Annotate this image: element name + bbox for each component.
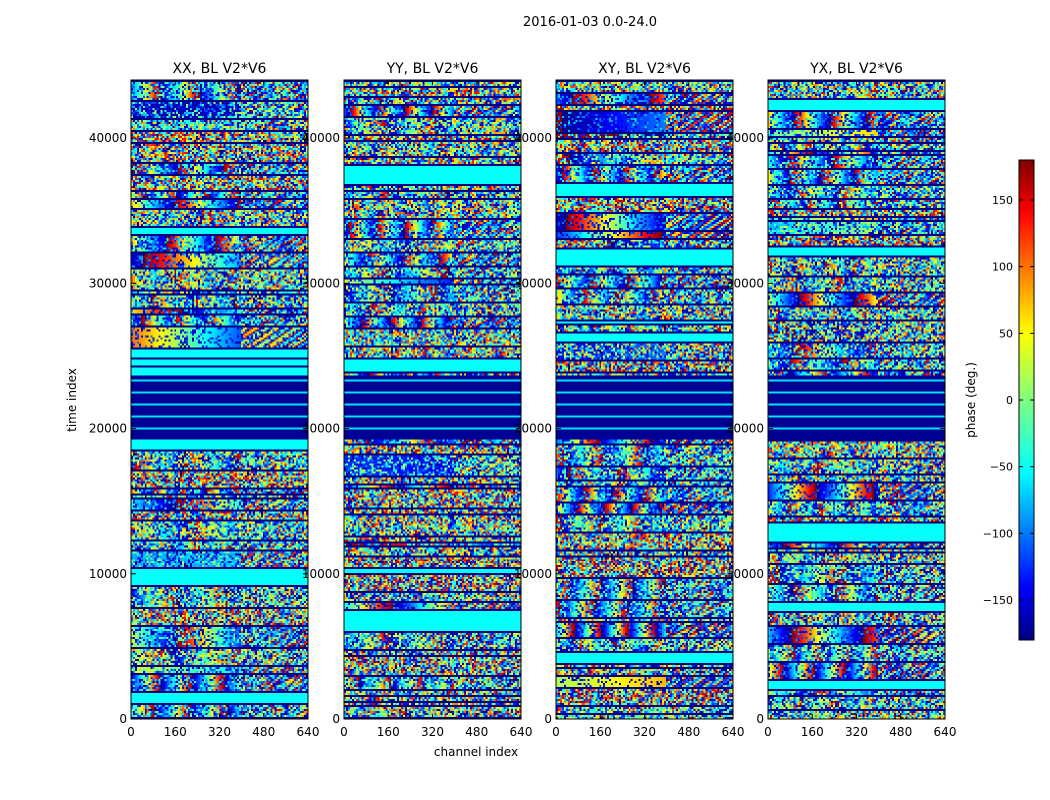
x-axis-label: channel index bbox=[434, 745, 518, 759]
y-tick-label: 20000 bbox=[726, 422, 764, 436]
panel-title: YY, BL V2*V6 bbox=[386, 61, 479, 77]
x-tick-label: 160 bbox=[801, 725, 824, 739]
x-tick-label: 160 bbox=[377, 725, 400, 739]
y-tick-label: 30000 bbox=[302, 276, 340, 290]
y-tick-label: 10000 bbox=[726, 567, 764, 581]
colorbar-tick-label: −50 bbox=[990, 461, 1013, 474]
x-tick-label: 640 bbox=[510, 725, 533, 739]
colorbar-ticks: 150 100 50 0 −50 −100 −150 bbox=[983, 194, 1034, 607]
y-tick-label: 20000 bbox=[89, 422, 127, 436]
y-tick-label: 10000 bbox=[514, 567, 552, 581]
y-tick-label: 30000 bbox=[726, 276, 764, 290]
heatmap-image bbox=[344, 80, 521, 719]
y-tick-label: 0 bbox=[544, 712, 552, 726]
x-tick-label: 0 bbox=[127, 725, 135, 739]
panel-3: XY, BL V2*V6 0 160 320 480 640 0 10000 20000 3000… bbox=[514, 61, 745, 739]
y-tick-label: 40000 bbox=[726, 131, 764, 145]
heatmap-image bbox=[131, 80, 308, 719]
colorbar-tick-label: −150 bbox=[983, 594, 1013, 607]
heatmap-panels: XX, BL V2*V6 0 160 320 480 640 0 10000 20000 3000… bbox=[89, 61, 957, 739]
x-tick-label: 320 bbox=[421, 725, 444, 739]
colorbar-label: phase (deg.) bbox=[964, 362, 978, 438]
x-tick-label: 0 bbox=[764, 725, 772, 739]
colorbar-tick-label: 150 bbox=[992, 194, 1013, 207]
x-tick-label: 480 bbox=[252, 725, 275, 739]
colorbar-tick-label: 50 bbox=[999, 327, 1013, 340]
x-tick-label: 480 bbox=[465, 725, 488, 739]
panel-title: XX, BL V2*V6 bbox=[173, 61, 267, 77]
y-tick-label: 40000 bbox=[302, 131, 340, 145]
panel-title: XY, BL V2*V6 bbox=[598, 61, 691, 77]
panel-4: YX, BL V2*V6 0 160 320 480 640 0 10000 20000 3000… bbox=[726, 61, 957, 739]
colorbar-tick-label: 0 bbox=[1006, 394, 1013, 407]
y-tick-label: 10000 bbox=[89, 567, 127, 581]
panel-1: XX, BL V2*V6 0 160 320 480 640 0 10000 20000 3000… bbox=[89, 61, 320, 739]
y-tick-label: 0 bbox=[756, 712, 764, 726]
x-tick-label: 160 bbox=[589, 725, 612, 739]
x-tick-label: 640 bbox=[934, 725, 957, 739]
colorbar: 150 100 50 0 −50 −100 −150 phase (deg.) bbox=[964, 159, 1035, 641]
x-tick-label: 480 bbox=[889, 725, 912, 739]
y-tick-label: 30000 bbox=[89, 276, 127, 290]
y-tick-label: 0 bbox=[332, 712, 340, 726]
heatmap-image bbox=[768, 80, 945, 719]
x-tick-label: 320 bbox=[633, 725, 656, 739]
x-tick-label: 640 bbox=[297, 725, 320, 739]
y-tick-label: 40000 bbox=[514, 131, 552, 145]
y-tick-label: 20000 bbox=[514, 422, 552, 436]
y-tick-label: 0 bbox=[119, 712, 127, 726]
y-tick-label: 30000 bbox=[514, 276, 552, 290]
colorbar-tick-label: 100 bbox=[992, 261, 1013, 274]
panel-2: YY, BL V2*V6 0 160 320 480 640 0 10000 20000 3000… bbox=[302, 61, 533, 739]
y-tick-label: 10000 bbox=[302, 567, 340, 581]
x-tick-label: 320 bbox=[208, 725, 231, 739]
colorbar-tick-label: −100 bbox=[983, 527, 1013, 540]
y-tick-label: 20000 bbox=[302, 422, 340, 436]
x-tick-label: 640 bbox=[722, 725, 745, 739]
heatmap-image bbox=[556, 80, 733, 719]
x-tick-label: 480 bbox=[677, 725, 700, 739]
x-tick-label: 0 bbox=[552, 725, 560, 739]
x-tick-label: 0 bbox=[340, 725, 348, 739]
y-axis-label: time index bbox=[65, 368, 79, 432]
x-tick-label: 320 bbox=[845, 725, 868, 739]
x-tick-label: 160 bbox=[164, 725, 187, 739]
panel-title: YX, BL V2*V6 bbox=[809, 61, 903, 77]
y-tick-label: 40000 bbox=[89, 131, 127, 145]
figure-suptitle: 2016-01-03 0.0-24.0 bbox=[523, 15, 657, 30]
